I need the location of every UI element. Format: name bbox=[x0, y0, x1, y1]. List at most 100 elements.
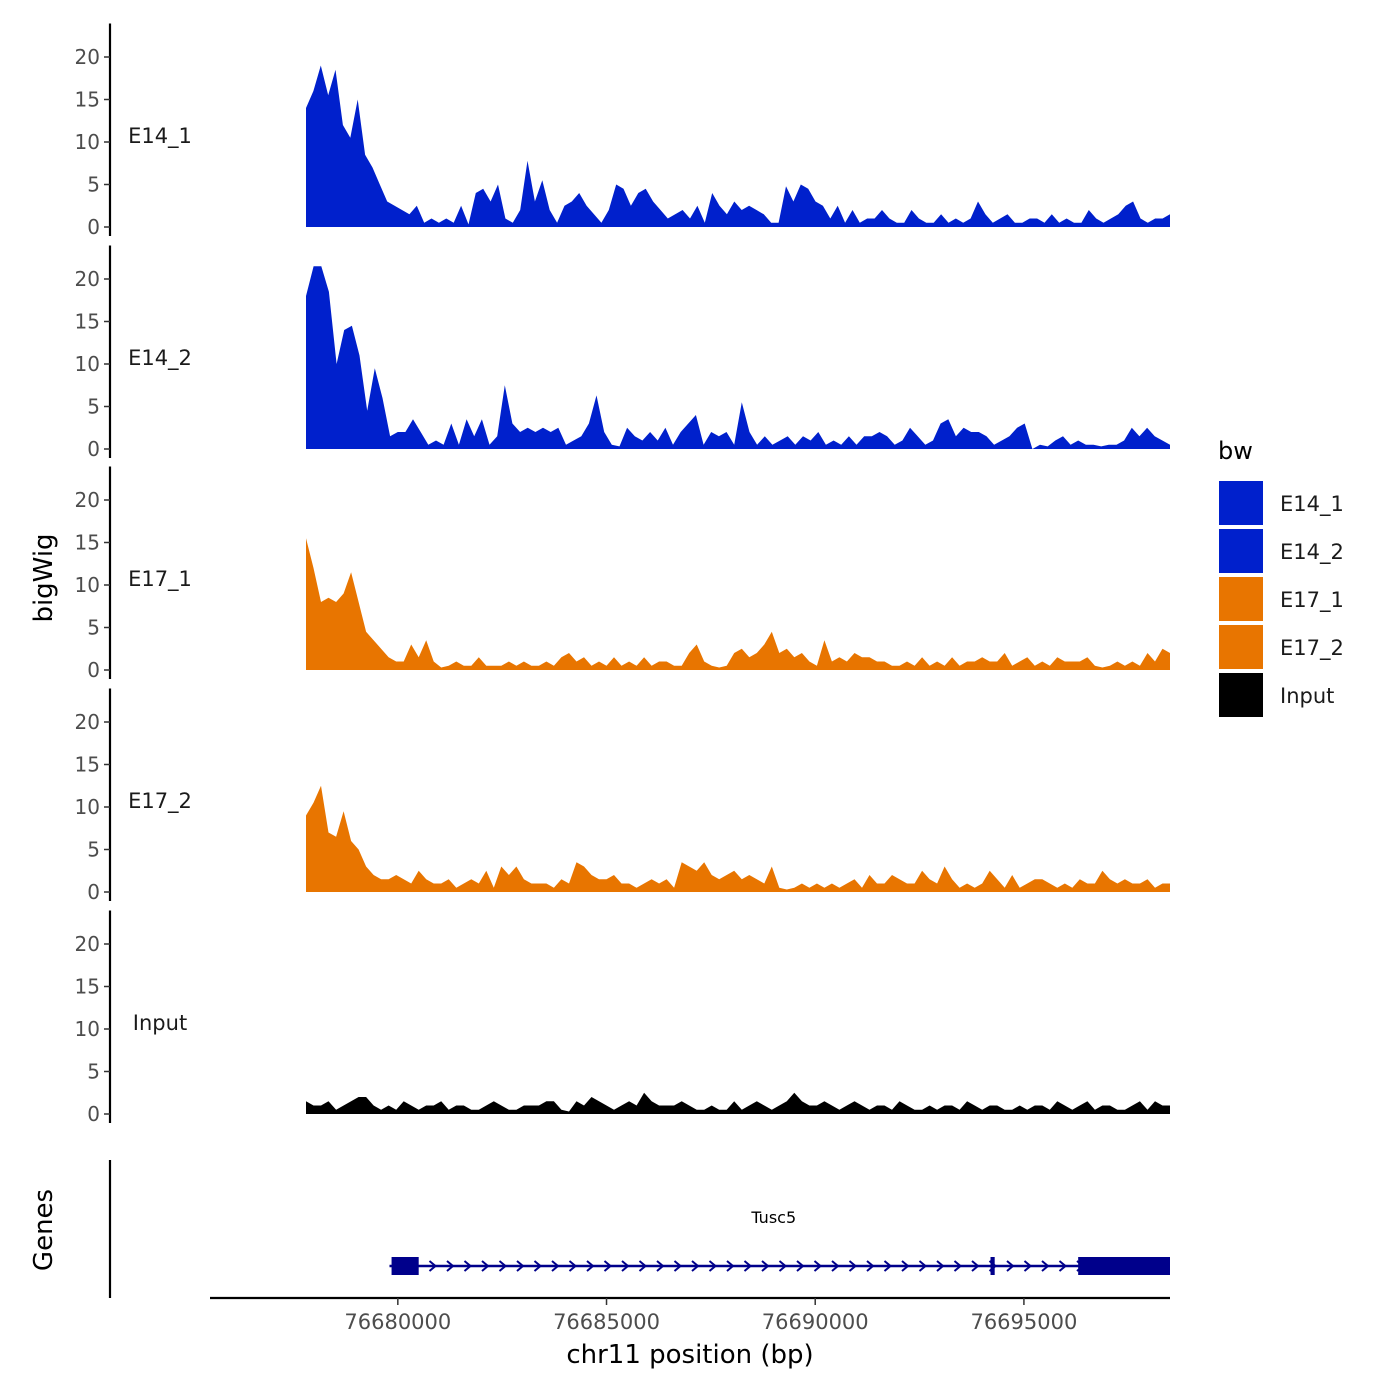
gene-exon bbox=[1078, 1257, 1170, 1275]
y-axis-title: bigWig bbox=[29, 533, 59, 622]
gene-Tusc5: Tusc5 bbox=[389, 1208, 1170, 1275]
legend-swatch bbox=[1217, 671, 1265, 719]
signal-area bbox=[306, 785, 1170, 892]
strand-arrow bbox=[463, 1260, 473, 1272]
strand-arrow bbox=[1006, 1260, 1015, 1272]
strand-arrow bbox=[953, 1260, 963, 1272]
track-label: Input bbox=[133, 1011, 187, 1035]
track-E14_2: 0 5 10 15 20 E14_2 bbox=[75, 245, 1170, 461]
strand-arrow bbox=[726, 1260, 735, 1272]
strand-arrow bbox=[638, 1260, 648, 1272]
legend-label: E17_1 bbox=[1280, 588, 1344, 613]
y-tick-label: 0 bbox=[87, 880, 100, 904]
track-label: E17_1 bbox=[128, 567, 192, 592]
strand-arrow bbox=[621, 1260, 630, 1272]
y-tick-label: 10 bbox=[75, 573, 100, 597]
strand-arrow bbox=[428, 1260, 438, 1272]
strand-arrow bbox=[603, 1260, 613, 1272]
strand-arrow bbox=[1058, 1260, 1068, 1272]
track-E17_1: 0 5 10 15 20 E17_1 bbox=[75, 466, 1170, 682]
strand-arrow bbox=[761, 1260, 770, 1272]
strand-arrow bbox=[743, 1260, 753, 1272]
strand-arrow bbox=[778, 1260, 788, 1272]
gene-exon bbox=[990, 1257, 995, 1275]
genes-panel: Genes Tusc5 bbox=[29, 1160, 1170, 1298]
strand-arrow bbox=[708, 1260, 718, 1272]
legend-swatch bbox=[1217, 623, 1265, 671]
legend-swatch bbox=[1217, 479, 1265, 527]
track-E14_1: 0 5 10 15 20 E14_1 bbox=[75, 23, 1170, 239]
y-tick-label: 5 bbox=[87, 173, 100, 197]
y-tick-label: 15 bbox=[75, 753, 100, 777]
strand-arrow bbox=[1041, 1260, 1050, 1272]
track-Input: 0 5 10 15 20 Input bbox=[75, 910, 1170, 1126]
y-tick-label: 5 bbox=[87, 395, 100, 419]
y-tick-label: 5 bbox=[87, 616, 100, 640]
strand-arrow bbox=[901, 1260, 910, 1272]
track-E17_2: 0 5 10 15 20 E17_2 bbox=[75, 688, 1170, 904]
x-tick-label: 76685000 bbox=[553, 1310, 660, 1334]
y-tick-label: 0 bbox=[87, 437, 100, 461]
strand-arrow bbox=[866, 1260, 875, 1272]
legend-label: E14_2 bbox=[1280, 540, 1344, 565]
strand-arrow bbox=[936, 1260, 945, 1272]
legend-swatch bbox=[1217, 575, 1265, 623]
strand-arrow bbox=[446, 1260, 455, 1272]
y-tick-label: 20 bbox=[75, 488, 100, 512]
y-tick-label: 10 bbox=[75, 1017, 100, 1041]
legend-title: bw bbox=[1218, 437, 1253, 465]
x-tick-label: 76690000 bbox=[762, 1310, 869, 1334]
y-tick-label: 5 bbox=[87, 838, 100, 862]
signal-area bbox=[306, 1092, 1170, 1114]
x-axis: 76680000 76685000 76690000 76695000 bbox=[210, 1296, 1170, 1334]
strand-arrow bbox=[848, 1260, 858, 1272]
genes-axis-title: Genes bbox=[29, 1189, 59, 1271]
y-tick-label: 0 bbox=[87, 1102, 100, 1126]
x-axis-title: chr11 position (bp) bbox=[566, 1340, 813, 1370]
strand-arrow bbox=[831, 1260, 840, 1272]
strand-arrow bbox=[918, 1260, 928, 1272]
track-label: E14_1 bbox=[128, 124, 192, 149]
y-tick-label: 5 bbox=[87, 1060, 100, 1084]
strand-arrow bbox=[971, 1260, 980, 1272]
strand-arrow bbox=[533, 1260, 543, 1272]
signal-area bbox=[306, 538, 1170, 670]
strand-arrow bbox=[516, 1260, 525, 1272]
x-tick-label: 76680000 bbox=[344, 1310, 451, 1334]
y-tick-label: 15 bbox=[75, 975, 100, 999]
y-tick-label: 10 bbox=[75, 130, 100, 154]
signal-panels: 05101520E14_105101520E14_205101520E17_10… bbox=[75, 23, 1170, 1126]
y-tick-label: 10 bbox=[75, 795, 100, 819]
strand-arrow bbox=[551, 1260, 560, 1272]
legend-label: Input bbox=[1280, 684, 1334, 708]
strand-arrow bbox=[481, 1260, 490, 1272]
signal-area bbox=[306, 266, 1170, 449]
signal-area bbox=[306, 65, 1170, 227]
y-tick-label: 15 bbox=[75, 88, 100, 112]
y-tick-label: 15 bbox=[75, 531, 100, 555]
y-tick-label: 20 bbox=[75, 267, 100, 291]
track-label: E17_2 bbox=[128, 789, 192, 814]
y-tick-label: 20 bbox=[75, 710, 100, 734]
legend-swatch bbox=[1217, 527, 1265, 575]
strand-arrow bbox=[568, 1260, 578, 1272]
track-label: E14_2 bbox=[128, 346, 192, 371]
y-tick-label: 0 bbox=[87, 215, 100, 239]
x-tick-label: 76695000 bbox=[970, 1310, 1077, 1334]
gene-label: Tusc5 bbox=[750, 1208, 796, 1227]
strand-arrow bbox=[586, 1260, 595, 1272]
strand-arrow bbox=[796, 1260, 805, 1272]
y-tick-label: 20 bbox=[75, 932, 100, 956]
y-tick-label: 0 bbox=[87, 658, 100, 682]
strand-arrow bbox=[691, 1260, 700, 1272]
strand-arrow bbox=[656, 1260, 665, 1272]
strand-arrow bbox=[498, 1260, 508, 1272]
legend: bw E14_1 E14_2 E17_1 E17_2 Input bbox=[1217, 437, 1344, 719]
strand-arrow bbox=[1023, 1260, 1033, 1272]
y-tick-label: 20 bbox=[75, 45, 100, 69]
y-tick-label: 15 bbox=[75, 310, 100, 334]
legend-label: E14_1 bbox=[1280, 492, 1344, 517]
y-tick-label: 10 bbox=[75, 352, 100, 376]
strand-arrow bbox=[673, 1260, 683, 1272]
